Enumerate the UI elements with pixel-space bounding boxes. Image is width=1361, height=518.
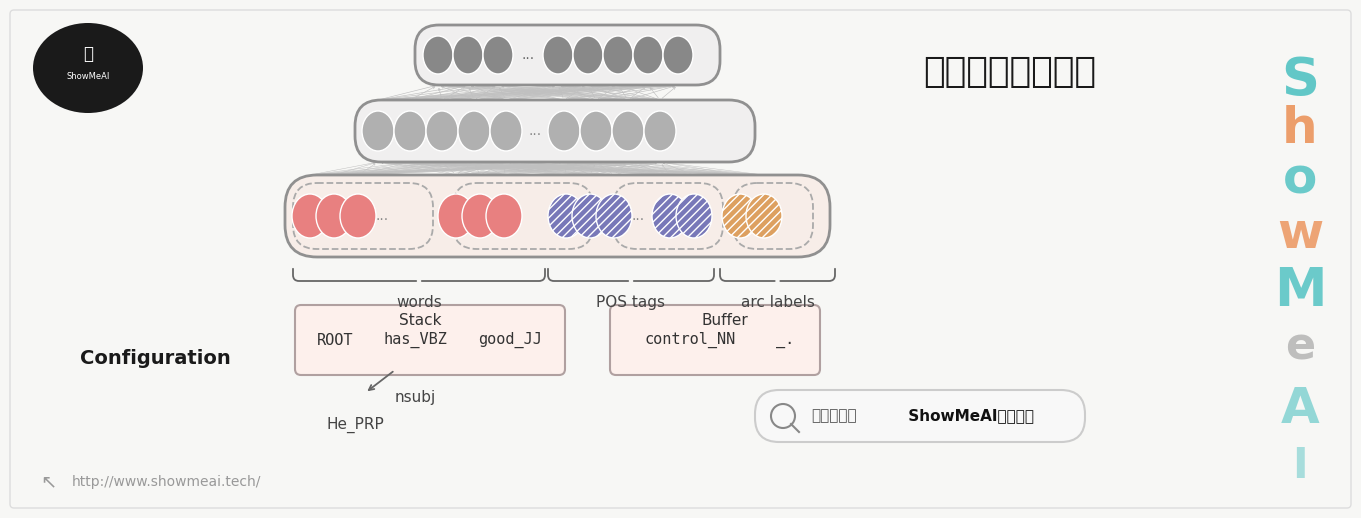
Text: ...: ... bbox=[528, 124, 542, 138]
Ellipse shape bbox=[548, 111, 580, 151]
Ellipse shape bbox=[453, 36, 483, 74]
Text: o: o bbox=[1283, 155, 1317, 203]
Ellipse shape bbox=[543, 36, 573, 74]
Ellipse shape bbox=[548, 194, 584, 238]
Ellipse shape bbox=[580, 111, 612, 151]
Text: M: M bbox=[1274, 265, 1326, 317]
Ellipse shape bbox=[652, 194, 689, 238]
Text: good_JJ: good_JJ bbox=[478, 332, 542, 348]
Text: ...: ... bbox=[376, 209, 388, 223]
Ellipse shape bbox=[721, 194, 758, 238]
Text: ShowMeAI: ShowMeAI bbox=[67, 71, 110, 80]
Text: e: e bbox=[1285, 325, 1315, 368]
Text: 前馈神经网络模型: 前馈神经网络模型 bbox=[924, 55, 1097, 89]
Text: arc labels: arc labels bbox=[740, 295, 814, 310]
Ellipse shape bbox=[596, 194, 632, 238]
Text: Buffer: Buffer bbox=[702, 313, 749, 328]
Text: http://www.showmeai.tech/: http://www.showmeai.tech/ bbox=[72, 475, 261, 489]
Text: A: A bbox=[1281, 385, 1319, 433]
FancyBboxPatch shape bbox=[355, 100, 755, 162]
Text: ↖: ↖ bbox=[39, 472, 56, 492]
Ellipse shape bbox=[644, 111, 676, 151]
Text: _.: _. bbox=[776, 333, 793, 348]
Ellipse shape bbox=[33, 23, 143, 113]
Text: 🖥: 🖥 bbox=[83, 45, 93, 63]
Ellipse shape bbox=[573, 36, 603, 74]
Text: words: words bbox=[396, 295, 442, 310]
Ellipse shape bbox=[612, 111, 644, 151]
Text: h: h bbox=[1282, 105, 1317, 153]
Ellipse shape bbox=[426, 111, 459, 151]
FancyBboxPatch shape bbox=[610, 305, 819, 375]
Text: ...: ... bbox=[521, 48, 535, 62]
Text: nsubj: nsubj bbox=[395, 390, 436, 405]
FancyBboxPatch shape bbox=[295, 305, 565, 375]
Ellipse shape bbox=[486, 194, 523, 238]
Ellipse shape bbox=[461, 194, 498, 238]
Text: Configuration: Configuration bbox=[80, 349, 230, 367]
Ellipse shape bbox=[362, 111, 393, 151]
Text: POS tags: POS tags bbox=[596, 295, 666, 310]
Text: ShowMeAI研究中心: ShowMeAI研究中心 bbox=[902, 409, 1034, 424]
Ellipse shape bbox=[293, 194, 328, 238]
Ellipse shape bbox=[633, 36, 663, 74]
Ellipse shape bbox=[603, 36, 633, 74]
Text: ...: ... bbox=[632, 209, 645, 223]
Text: has_VBZ: has_VBZ bbox=[382, 332, 446, 348]
Ellipse shape bbox=[676, 194, 712, 238]
Text: I: I bbox=[1292, 445, 1308, 487]
FancyBboxPatch shape bbox=[284, 175, 830, 257]
Ellipse shape bbox=[490, 111, 523, 151]
Ellipse shape bbox=[316, 194, 352, 238]
Ellipse shape bbox=[438, 194, 474, 238]
Ellipse shape bbox=[340, 194, 376, 238]
Ellipse shape bbox=[746, 194, 783, 238]
FancyBboxPatch shape bbox=[755, 390, 1085, 442]
Ellipse shape bbox=[423, 36, 453, 74]
Ellipse shape bbox=[572, 194, 608, 238]
Ellipse shape bbox=[663, 36, 693, 74]
Ellipse shape bbox=[459, 111, 490, 151]
Ellipse shape bbox=[393, 111, 426, 151]
FancyBboxPatch shape bbox=[415, 25, 720, 85]
Text: S: S bbox=[1281, 55, 1319, 107]
Ellipse shape bbox=[483, 36, 513, 74]
Text: control_NN: control_NN bbox=[644, 332, 736, 348]
Text: Stack: Stack bbox=[399, 313, 441, 328]
Text: w: w bbox=[1277, 210, 1323, 258]
Text: 搜索｜微信: 搜索｜微信 bbox=[811, 409, 856, 424]
Text: He_PRP: He_PRP bbox=[327, 417, 384, 433]
Text: ROOT: ROOT bbox=[317, 333, 354, 348]
